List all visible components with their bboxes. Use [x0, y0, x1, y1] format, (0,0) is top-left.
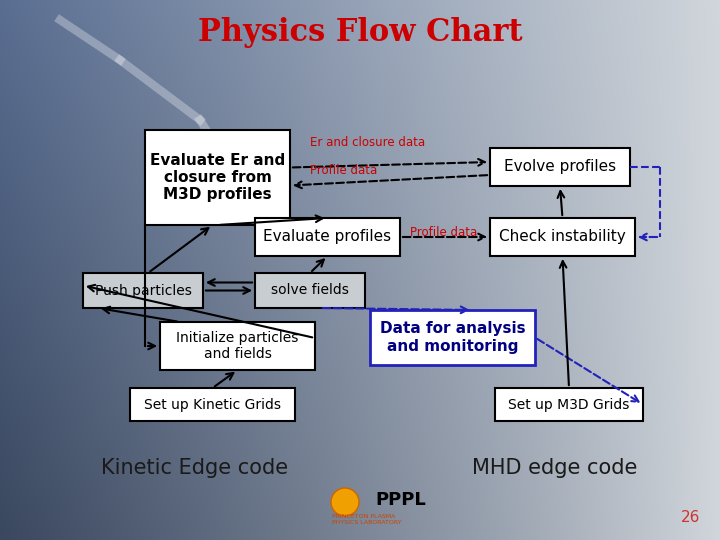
- Bar: [145, 130, 290, 225]
- Text: Check instability: Check instability: [499, 230, 626, 245]
- Circle shape: [331, 488, 359, 516]
- Text: Evaluate Er and
closure from
M3D profiles: Evaluate Er and closure from M3D profile…: [150, 153, 285, 202]
- Bar: [490, 148, 630, 186]
- Text: Push particles: Push particles: [94, 284, 192, 298]
- Bar: [130, 388, 295, 421]
- Text: solve fields: solve fields: [271, 284, 349, 298]
- Bar: [255, 273, 365, 308]
- Text: Profile data: Profile data: [310, 164, 377, 177]
- Text: Initialize particles
and fields: Initialize particles and fields: [176, 331, 299, 361]
- Text: Er and closure data: Er and closure data: [310, 136, 425, 148]
- Text: Evolve profiles: Evolve profiles: [504, 159, 616, 174]
- Bar: [495, 388, 643, 421]
- Text: Kinetic Edge code: Kinetic Edge code: [102, 458, 289, 478]
- Bar: [255, 218, 400, 256]
- Text: 26: 26: [680, 510, 700, 525]
- Text: PRINCETON PLASMA
PHYSICS LABORATORY: PRINCETON PLASMA PHYSICS LABORATORY: [332, 514, 402, 525]
- Text: Set up Kinetic Grids: Set up Kinetic Grids: [144, 397, 281, 411]
- Text: PPPL: PPPL: [375, 491, 426, 509]
- Text: Set up M3D Grids: Set up M3D Grids: [508, 397, 630, 411]
- Text: Evaluate profiles: Evaluate profiles: [264, 230, 392, 245]
- Bar: [490, 218, 635, 256]
- Bar: [160, 322, 315, 370]
- Text: Profile data: Profile data: [410, 226, 477, 240]
- Text: Physics Flow Chart: Physics Flow Chart: [198, 17, 522, 48]
- Text: MHD edge code: MHD edge code: [472, 458, 638, 478]
- Bar: [83, 273, 203, 308]
- Bar: [370, 310, 535, 365]
- Text: Data for analysis
and monitoring: Data for analysis and monitoring: [379, 321, 526, 354]
